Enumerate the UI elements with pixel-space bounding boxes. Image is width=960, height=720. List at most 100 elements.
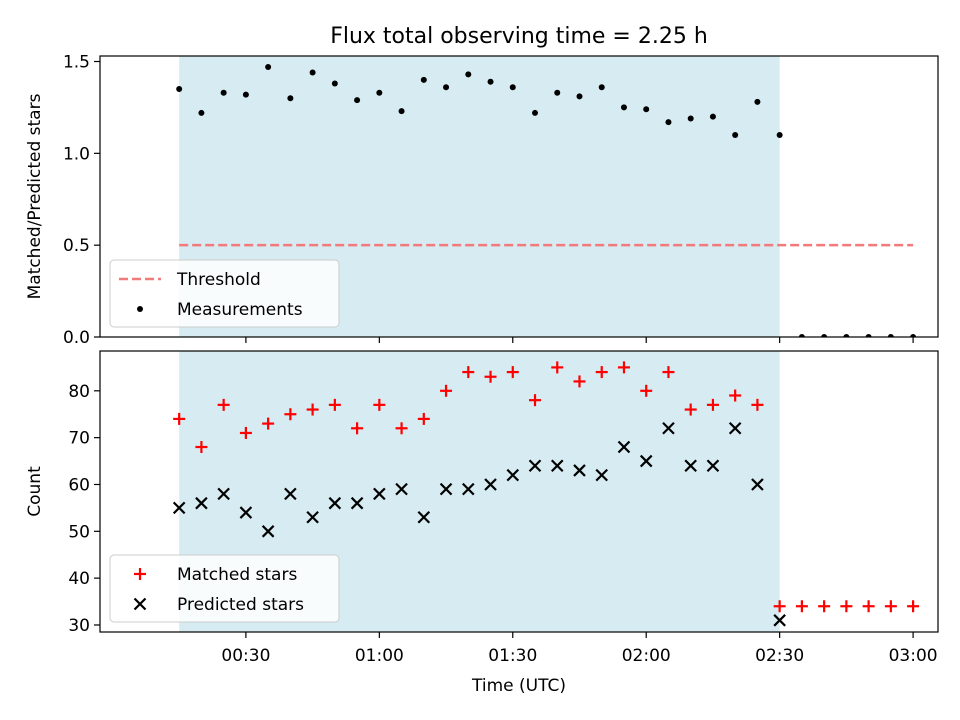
predicted-stars-point xyxy=(328,496,342,510)
measurement-point xyxy=(620,104,627,111)
x-mark xyxy=(373,487,386,501)
y-tick-label: 0.0 xyxy=(63,328,90,348)
x-tick-label: 00:30 xyxy=(221,646,270,666)
matched-stars-point xyxy=(751,398,764,411)
matched-stars-point xyxy=(262,417,275,430)
measurement-point xyxy=(576,93,583,100)
matched-stars-point xyxy=(173,412,186,425)
axes-frame xyxy=(99,350,939,633)
y-axis-label: Count xyxy=(25,466,45,517)
predicted-stars-point xyxy=(573,464,586,477)
measurement-point xyxy=(709,113,716,120)
predicted-stars-point xyxy=(395,482,408,496)
matched-stars-point xyxy=(684,403,697,416)
matched-stars-point xyxy=(729,389,742,402)
matched-stars-point xyxy=(617,361,630,374)
y-tick-label: 40 xyxy=(68,569,90,589)
y-tick-label: 60 xyxy=(68,475,90,495)
legend-label: Predicted stars xyxy=(177,595,304,615)
ratio-panel: 0.0 0.5 1.0 1.5 Matched/Predicted stars Thres… xyxy=(25,53,939,348)
chart-title: Flux total observing time = 2.25 h xyxy=(330,24,708,49)
matched-stars-point xyxy=(417,412,430,425)
predicted-stars-point xyxy=(350,496,364,510)
predicted-stars-point xyxy=(484,478,497,491)
x-mark xyxy=(195,496,208,510)
x-tick-label: 02:30 xyxy=(755,646,804,666)
measurement-point xyxy=(443,84,450,91)
x-mark xyxy=(751,478,764,491)
matched-stars-point xyxy=(862,600,875,613)
y-tick-label: 1.0 xyxy=(63,144,90,164)
predicted-stars-point xyxy=(239,506,253,519)
x-mark xyxy=(261,525,275,538)
x-mark xyxy=(395,482,408,496)
measurement-point xyxy=(910,334,917,337)
predicted-stars-point xyxy=(417,510,431,524)
x-mark xyxy=(617,440,631,454)
measurement-point xyxy=(420,76,427,83)
x-mark xyxy=(528,459,542,473)
predicted-stars-point xyxy=(751,478,764,491)
measurement-point xyxy=(887,334,894,337)
predicted-stars-point xyxy=(662,421,675,435)
measurement-point xyxy=(598,84,605,91)
matched-stars-point xyxy=(662,366,675,379)
y-tick-label: 1.5 xyxy=(63,53,90,73)
legend: Matched stars Predicted stars xyxy=(109,554,340,623)
measurement-point xyxy=(865,334,872,337)
measurement-point xyxy=(754,98,761,105)
predicted-stars-point xyxy=(595,468,609,482)
predicted-stars-point xyxy=(306,510,319,524)
legend-label: Matched stars xyxy=(177,565,297,585)
legend-label: Threshold xyxy=(176,270,261,290)
x-mark xyxy=(350,496,364,510)
measurement-point xyxy=(331,80,338,87)
measurement-point xyxy=(843,334,850,337)
y-tick-label: 30 xyxy=(68,616,90,636)
legend-box xyxy=(109,259,340,328)
matched-stars-point xyxy=(818,600,831,613)
x-mark xyxy=(484,478,497,491)
measurement-point xyxy=(532,109,539,116)
x-tick-label: 03:00 xyxy=(889,646,938,666)
x-tick-label: 01:30 xyxy=(488,646,537,666)
y-tick-label: 80 xyxy=(68,382,90,402)
measurement-point xyxy=(554,89,561,96)
x-mark xyxy=(328,496,342,510)
x-mark xyxy=(284,487,297,501)
predicted-stars-point xyxy=(706,459,720,473)
measurement-point xyxy=(465,71,472,78)
measurement-point xyxy=(732,131,739,138)
predicted-stars-point xyxy=(773,614,786,627)
x-mark xyxy=(550,459,564,473)
measurement-point xyxy=(242,91,249,98)
plot-area xyxy=(172,361,920,627)
x-mark xyxy=(684,459,697,473)
matched-stars-point xyxy=(239,426,252,439)
predicted-stars-point xyxy=(550,459,564,473)
legend-x-swatch xyxy=(133,597,147,611)
predicted-stars-point xyxy=(728,421,742,435)
y-axis-label: Matched/Predicted stars xyxy=(25,93,45,299)
matched-stars-point xyxy=(351,422,364,435)
x-mark xyxy=(595,468,609,482)
x-mark xyxy=(706,459,720,473)
x-mark xyxy=(573,464,586,477)
x-mark xyxy=(217,487,230,501)
matched-stars-point xyxy=(306,403,319,416)
x-mark xyxy=(506,468,520,482)
x-mark xyxy=(728,421,742,435)
predicted-stars-point xyxy=(195,496,208,510)
matched-stars-point xyxy=(484,370,497,383)
matched-stars-point xyxy=(328,398,341,411)
matched-stars-point xyxy=(840,600,853,613)
measurement-point xyxy=(665,119,672,126)
measurement-point xyxy=(287,95,294,102)
legend: Threshold Measurements xyxy=(109,259,340,328)
y-tick-label: 50 xyxy=(68,522,90,542)
x-mark xyxy=(417,510,431,524)
measurement-point xyxy=(509,84,516,91)
axes-frame xyxy=(99,55,939,338)
y-tick-label: 70 xyxy=(68,429,90,449)
